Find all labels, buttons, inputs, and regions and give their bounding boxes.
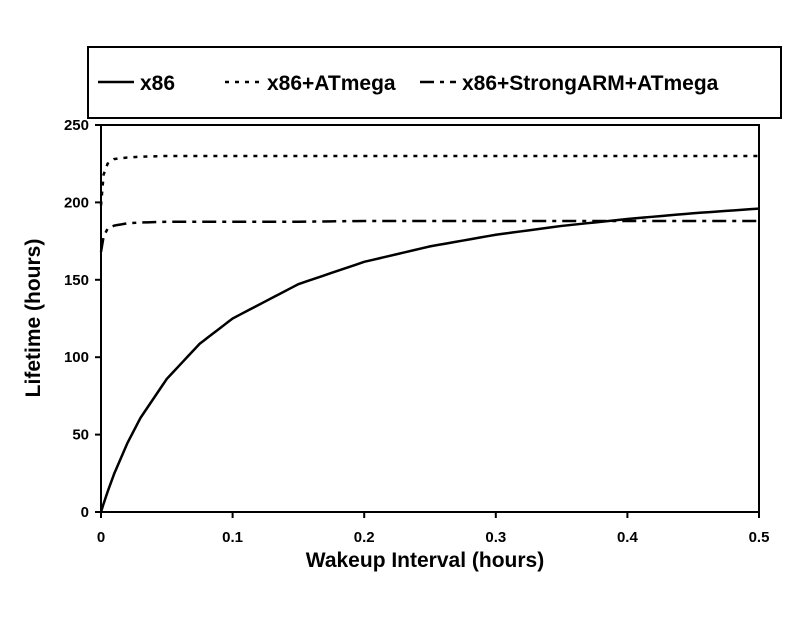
- series-line-x86: [99, 207, 760, 513]
- x-axis-label: Wakeup Interval (hours): [306, 549, 544, 572]
- x-tick-label: 0.1: [222, 529, 243, 546]
- x-tick-label: 0: [97, 529, 105, 546]
- plot-frame: [100, 124, 760, 513]
- legend-label: x86+StrongARM+ATmega: [462, 72, 719, 95]
- x-tick-label: 0.5: [749, 529, 770, 546]
- x-tick-label: 0.4: [617, 529, 639, 546]
- y-tick-label: 250: [64, 117, 89, 134]
- x-tick-label: 0.2: [354, 529, 375, 546]
- legend: x86 x86+ATmega x86+StrongARM+ATmega: [98, 72, 719, 95]
- series-line-x86-atmega: [99, 154, 759, 206]
- y-tick-label: 100: [64, 349, 89, 366]
- series-line-x86-strongarm-atmega: [99, 219, 759, 253]
- y-axis-label: Lifetime (hours): [22, 239, 45, 398]
- legend-label: x86+ATmega: [267, 72, 396, 95]
- legend-label: x86: [140, 72, 175, 95]
- y-tick-label: 50: [72, 427, 89, 444]
- y-tick-label: 0: [81, 504, 89, 521]
- y-tick-label: 200: [64, 194, 89, 211]
- legend-box: [87, 46, 782, 119]
- x-tick-label: 0.3: [485, 529, 506, 546]
- y-tick-label: 150: [64, 272, 89, 289]
